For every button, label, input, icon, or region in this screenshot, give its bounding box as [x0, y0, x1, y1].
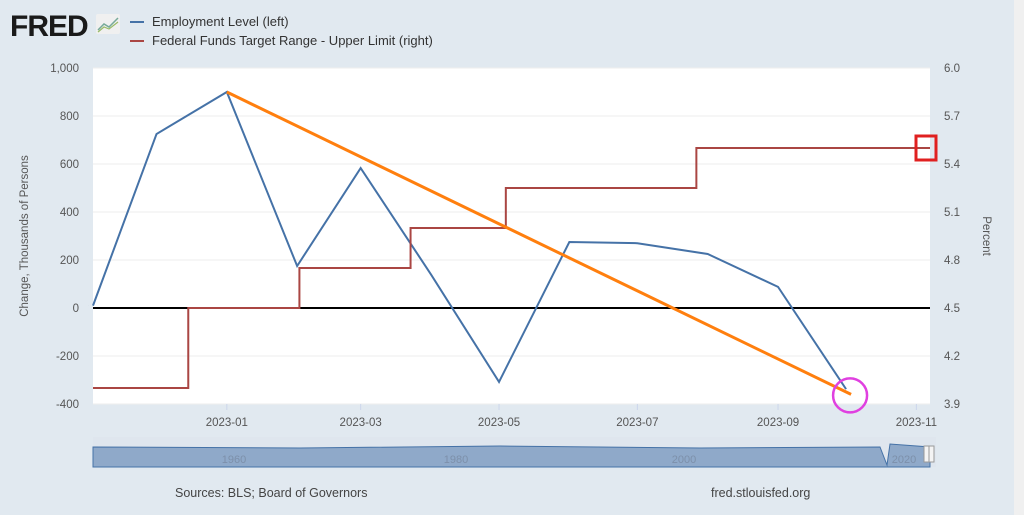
y-tick-right: 4.2	[944, 351, 960, 363]
legend-swatch	[130, 20, 144, 23]
fed-funds-line	[93, 147, 930, 389]
y-tick-left: 600	[60, 159, 79, 171]
y-axis-left-label: Change, Thousands of Persons	[19, 155, 31, 317]
legend-label: Employment Level (left)	[152, 14, 289, 29]
sources-text: Sources: BLS; Board of Governors	[175, 486, 368, 500]
y-tick-left: 800	[60, 111, 79, 123]
y-tick-right: 5.1	[944, 207, 960, 219]
employment-line	[92, 90, 847, 390]
y-tick-right: 4.8	[944, 255, 960, 267]
navigator-handle-left[interactable]	[923, 445, 930, 463]
y-tick-right: 4.5	[944, 303, 960, 315]
y-tick-left: 400	[60, 207, 79, 219]
annotation-arrow-line	[226, 90, 852, 396]
navigator-label: 2000	[672, 454, 696, 466]
x-tick-label: 2023-11	[896, 417, 937, 429]
y-axis-right-label: Percent	[980, 216, 992, 256]
annotation-square	[914, 134, 938, 162]
fred-url-link[interactable]: fred.stlouisfed.org	[711, 486, 811, 500]
y-tick-left: 200	[60, 255, 79, 267]
navigator-label: 2020	[892, 454, 916, 466]
page-scrollbar[interactable]	[1014, 0, 1024, 515]
legend-employment[interactable]: Employment Level (left)	[130, 14, 289, 29]
plot-area	[93, 68, 930, 404]
navigator-label: 1980	[444, 454, 468, 466]
y-tick-right: 3.9	[944, 399, 960, 411]
y-tick-left: 1,000	[50, 63, 79, 75]
legend-swatch	[130, 39, 144, 42]
legend-fed-funds[interactable]: Federal Funds Target Range - Upper Limit…	[130, 33, 433, 48]
x-tick-label: 2023-07	[616, 417, 658, 429]
navigator-label: 1960	[222, 454, 246, 466]
navigator[interactable]: 1960 1980 2000 2020	[92, 437, 936, 468]
y-tick-left: -400	[56, 399, 79, 411]
navigator-handle-right[interactable]	[928, 445, 935, 463]
y-tick-right: 5.4	[944, 159, 961, 171]
x-tick-label: 2023-09	[757, 417, 799, 429]
x-tick-label: 2023-03	[340, 417, 382, 429]
legend-label: Federal Funds Target Range - Upper Limit…	[152, 33, 433, 48]
y-tick-left: -200	[56, 351, 79, 363]
annotation-circle	[831, 377, 869, 414]
fred-logo[interactable]: FRED	[10, 10, 89, 43]
y-tick-right: 5.7	[944, 111, 960, 123]
x-tick-label: 2023-05	[478, 417, 520, 429]
fred-chart-icon	[96, 14, 120, 34]
y-tick-left: 0	[73, 303, 79, 315]
x-tick-label: 2023-01	[206, 417, 248, 429]
y-tick-right: 6.0	[944, 63, 960, 75]
